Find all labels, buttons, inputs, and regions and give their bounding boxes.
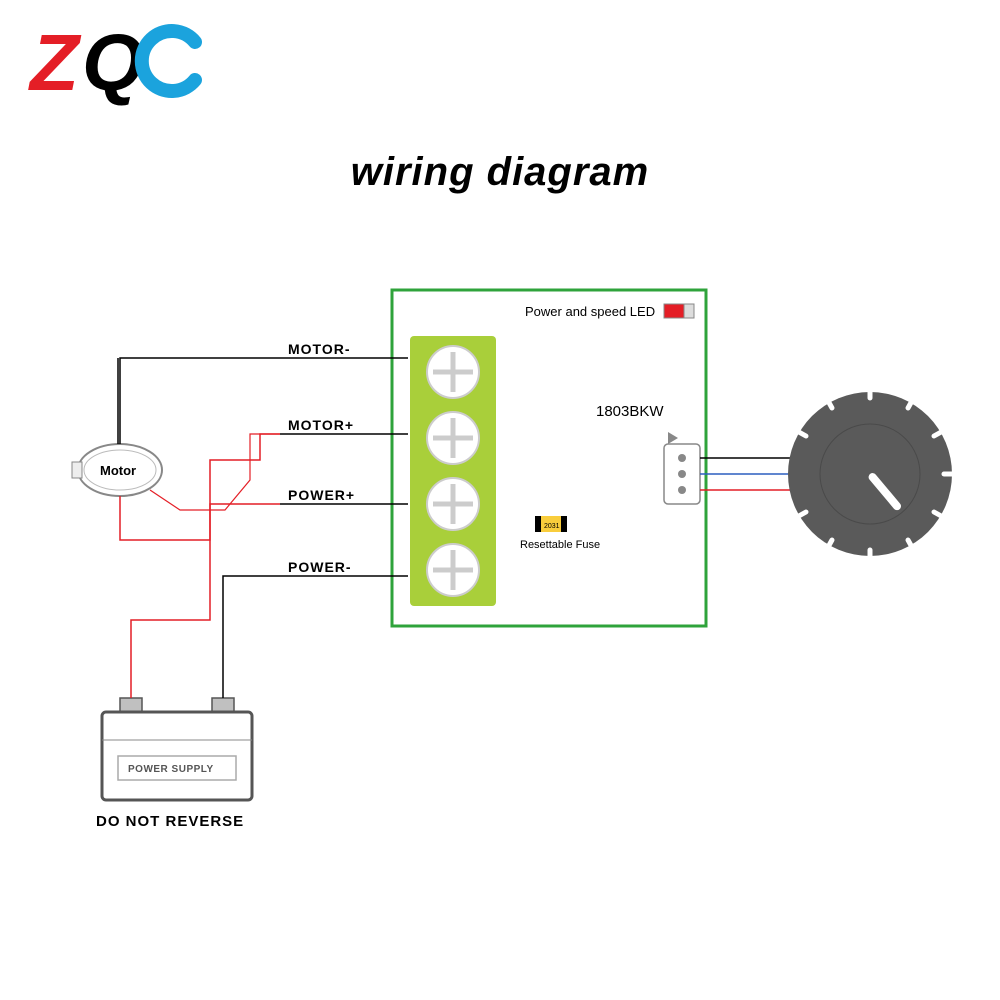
svg-text:POWER SUPPLY: POWER SUPPLY: [128, 764, 214, 775]
wire-motor-minus: [120, 358, 280, 444]
svg-text:MOTOR-: MOTOR-: [288, 341, 351, 357]
motor-icon: Motor: [72, 444, 162, 496]
svg-text:POWER+: POWER+: [288, 487, 355, 503]
fuse-mark: 2031: [544, 523, 560, 530]
warning-text: DO NOT REVERSE: [96, 813, 244, 830]
fuse-label: Resettable Fuse: [520, 539, 600, 551]
led-body: [684, 304, 694, 318]
battery-icon: POWER SUPPLY: [102, 698, 252, 800]
model-number: 1803BKW: [596, 403, 664, 420]
svg-text:Z: Z: [28, 18, 82, 107]
svg-text:POWER-: POWER-: [288, 559, 352, 575]
led-indicator: [664, 304, 684, 318]
wire-power-plus: [131, 504, 280, 698]
rotary-knob[interactable]: [788, 378, 964, 570]
diagram-title: wiring diagram: [0, 150, 1000, 195]
wire-power-minus: [223, 576, 280, 698]
svg-text:MOTOR+: MOTOR+: [288, 417, 354, 433]
led-label: Power and speed LED: [525, 304, 655, 319]
logo: Z Q: [28, 18, 195, 107]
svg-text:Motor: Motor: [100, 463, 136, 478]
terminal-labels: MOTOR- MOTOR+ POWER+ POWER-: [280, 341, 408, 576]
